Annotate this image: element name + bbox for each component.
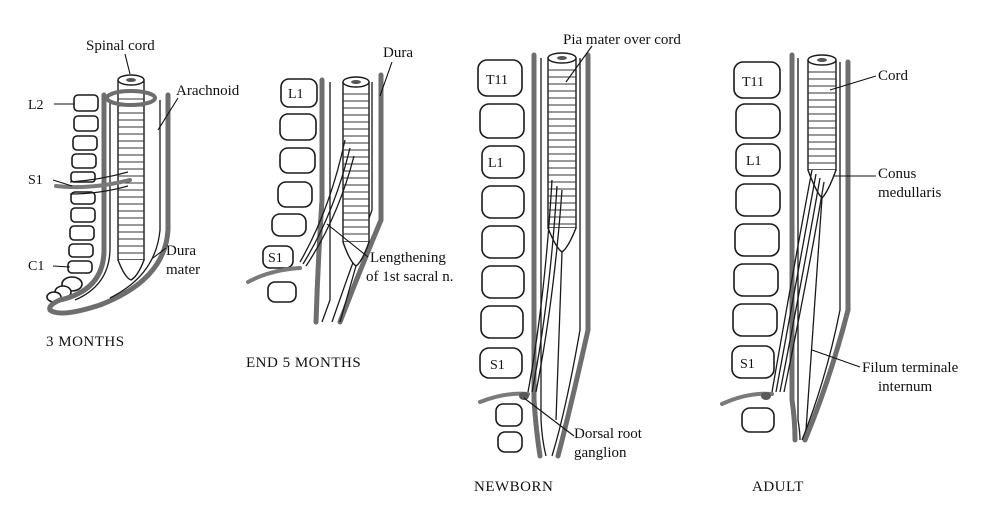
vertebral-column: [477, 59, 525, 453]
panel-newborn: Pia mater over cord T11 L1 S1 Dorsal roo…: [474, 32, 681, 495]
caption-newborn: NEWBORN: [474, 479, 553, 495]
label-dura: Dura: [383, 45, 413, 61]
vertebra-label-s1: S1: [28, 173, 43, 188]
label-filum-line2: internum: [878, 379, 932, 395]
vertebral-column: [46, 94, 99, 303]
label-conus-line1: Conus: [878, 166, 917, 182]
caption-adult: ADULT: [752, 479, 804, 495]
spinal-cord: [805, 54, 837, 431]
vertebra-label-l1: L1: [488, 156, 504, 171]
label-dura-mater-line2: mater: [166, 262, 200, 278]
label-lengthening-line1: Lengthening: [370, 250, 446, 266]
dura-mater: [47, 92, 171, 316]
vertebra-label-c1: C1: [28, 259, 44, 274]
vertebra-label-l2: L2: [28, 98, 44, 113]
caption-end-5-months: END 5 MONTHS: [246, 355, 361, 371]
vertebral-column: [262, 78, 318, 303]
vertebra-label-l1: L1: [288, 87, 304, 102]
dura-sheath: [789, 52, 798, 443]
caption-3-months: 3 MONTHS: [46, 334, 125, 350]
label-lengthening-line2: of 1st sacral n.: [366, 269, 453, 285]
panel-end-5-months: Dura L1 S1 Lengthening of 1st sacral n. …: [246, 45, 453, 371]
label-conus-line2: medullaris: [878, 185, 941, 201]
dura-sheath: [531, 52, 543, 459]
vertebra-label-s1: S1: [490, 358, 505, 373]
vertebra-label-s1: S1: [740, 357, 755, 372]
label-pia-mater: Pia mater over cord: [563, 32, 681, 48]
panel-adult: Cord T11 L1 S1 Conus medullaris Filum te…: [720, 52, 959, 495]
spinal-cord: [117, 74, 145, 281]
spinal-cord: [339, 76, 370, 323]
spinal-cord: [547, 52, 577, 421]
dura: [313, 77, 325, 325]
vertebra-label-t11: T11: [742, 75, 764, 90]
vertebra-label-t11: T11: [486, 73, 508, 88]
label-dorsal-root-line2: ganglion: [574, 445, 627, 461]
vertebra-label-l1: L1: [746, 154, 762, 169]
label-dorsal-root-line1: Dorsal root: [574, 426, 643, 442]
label-filum-line1: Filum terminale: [862, 360, 959, 376]
label-spinal-cord: Spinal cord: [86, 38, 155, 54]
panel-3-months: Spinal cord Arachnoid L2 S1 C1 Dura mate…: [28, 38, 240, 350]
vertebra-label-s1: S1: [268, 251, 283, 266]
vertebral-column: [731, 61, 781, 433]
label-cord: Cord: [878, 68, 909, 84]
label-dura-mater-line1: Dura: [166, 243, 196, 259]
label-arachnoid: Arachnoid: [176, 83, 240, 99]
